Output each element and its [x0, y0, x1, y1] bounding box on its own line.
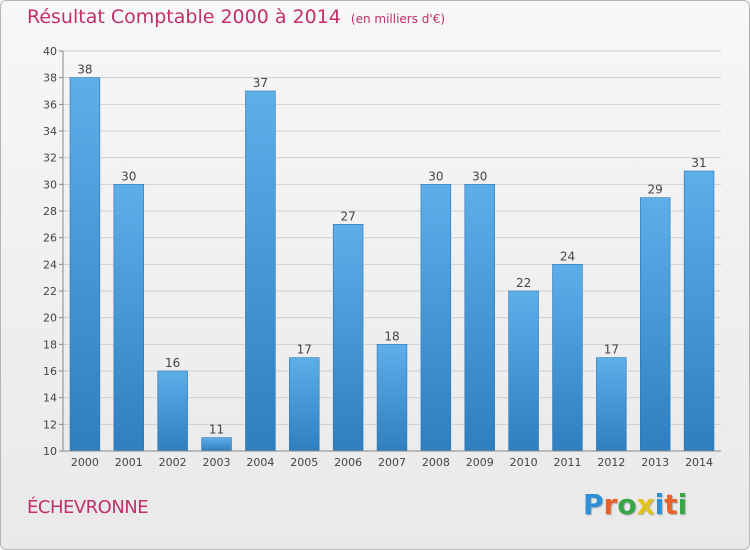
axes — [62, 51, 721, 452]
bar — [289, 357, 320, 452]
proxiti-logo: Proxiti — [583, 488, 687, 521]
data-label: 11 — [209, 423, 224, 437]
data-label: 31 — [691, 156, 706, 170]
y-tick-label: 38 — [43, 72, 57, 85]
x-axis-ticks: 2000 2001 2002 2003 2004 2005 2006 2007 2008 2009… — [71, 456, 713, 469]
x-tick-label: 2011 — [553, 456, 581, 469]
data-label: 18 — [384, 329, 399, 343]
data-label: 38 — [77, 63, 92, 77]
x-tick-label: 2008 — [422, 456, 450, 469]
chart-title: Résultat Comptable 2000 à 2014 (en millie… — [27, 6, 445, 28]
data-label: 30 — [428, 169, 443, 183]
x-tick-label: 2003 — [203, 456, 231, 469]
bar — [464, 184, 495, 452]
data-label: 29 — [648, 183, 663, 197]
bar — [157, 370, 188, 452]
y-tick-label: 12 — [43, 418, 57, 431]
bar — [376, 344, 408, 452]
bar — [332, 224, 364, 452]
bar — [683, 170, 715, 452]
y-axis-ticks: 10 12 14 16 18 20 22 24 26 28 30 32 34 36 38 40 — [43, 45, 63, 458]
data-labels: 38 30 16 11 37 17 27 18 30 30 22 24 17 29 31 — [77, 63, 706, 437]
bars — [69, 77, 715, 452]
data-label: 30 — [121, 169, 136, 183]
chart-subtitle: (en milliers d'€) — [350, 12, 446, 26]
x-tick-label: 2002 — [159, 456, 187, 469]
x-tick-label: 2012 — [597, 456, 625, 469]
y-tick-label: 32 — [43, 152, 57, 165]
y-tick-label: 30 — [43, 178, 57, 191]
x-tick-label: 2009 — [466, 456, 494, 469]
bar — [69, 77, 101, 452]
x-tick-label: 2010 — [510, 456, 538, 469]
x-tick-label: 2004 — [246, 456, 274, 469]
y-tick-label: 34 — [43, 125, 57, 138]
y-tick-label: 28 — [43, 205, 57, 218]
bar — [596, 357, 627, 452]
y-tick-label: 10 — [43, 445, 57, 458]
data-label: 17 — [604, 343, 619, 357]
bar — [201, 437, 232, 452]
logo-letter: r — [603, 488, 618, 521]
data-label: 37 — [253, 76, 268, 90]
x-tick-label: 2007 — [378, 456, 406, 469]
logo-letter: o — [617, 488, 637, 521]
data-label: 22 — [516, 276, 531, 290]
x-tick-label: 2013 — [641, 456, 669, 469]
x-tick-label: 2006 — [334, 456, 362, 469]
y-tick-label: 40 — [43, 45, 57, 58]
logo-letter: i — [677, 488, 688, 521]
logo-letter: i — [654, 488, 665, 521]
bar — [113, 184, 145, 452]
y-tick-label: 20 — [43, 312, 57, 325]
y-tick-label: 16 — [43, 365, 57, 378]
bar — [552, 264, 583, 452]
x-tick-label: 2000 — [71, 456, 99, 469]
data-label: 27 — [340, 209, 355, 223]
y-tick-label: 18 — [43, 338, 57, 351]
logo-letter: t — [664, 488, 678, 521]
x-tick-label: 2001 — [115, 456, 143, 469]
logo-letter: x — [636, 488, 655, 521]
chart-title-text: Résultat Comptable 2000 à 2014 — [27, 6, 341, 28]
data-label: 30 — [472, 169, 487, 183]
commune-name: ÉCHEVRONNE — [27, 497, 149, 518]
data-label: 16 — [165, 356, 180, 370]
x-tick-label: 2014 — [685, 456, 713, 469]
y-tick-label: 22 — [43, 285, 57, 298]
data-label: 24 — [560, 249, 575, 263]
y-tick-label: 24 — [43, 258, 57, 271]
y-tick-label: 14 — [43, 392, 57, 405]
bar — [245, 90, 276, 452]
data-label: 17 — [297, 343, 312, 357]
bar — [508, 290, 539, 452]
logo-letter: P — [583, 488, 604, 521]
bar — [420, 184, 452, 452]
y-tick-label: 36 — [43, 98, 57, 111]
x-tick-label: 2005 — [290, 456, 318, 469]
bar — [639, 197, 671, 452]
y-tick-label: 26 — [43, 232, 57, 245]
